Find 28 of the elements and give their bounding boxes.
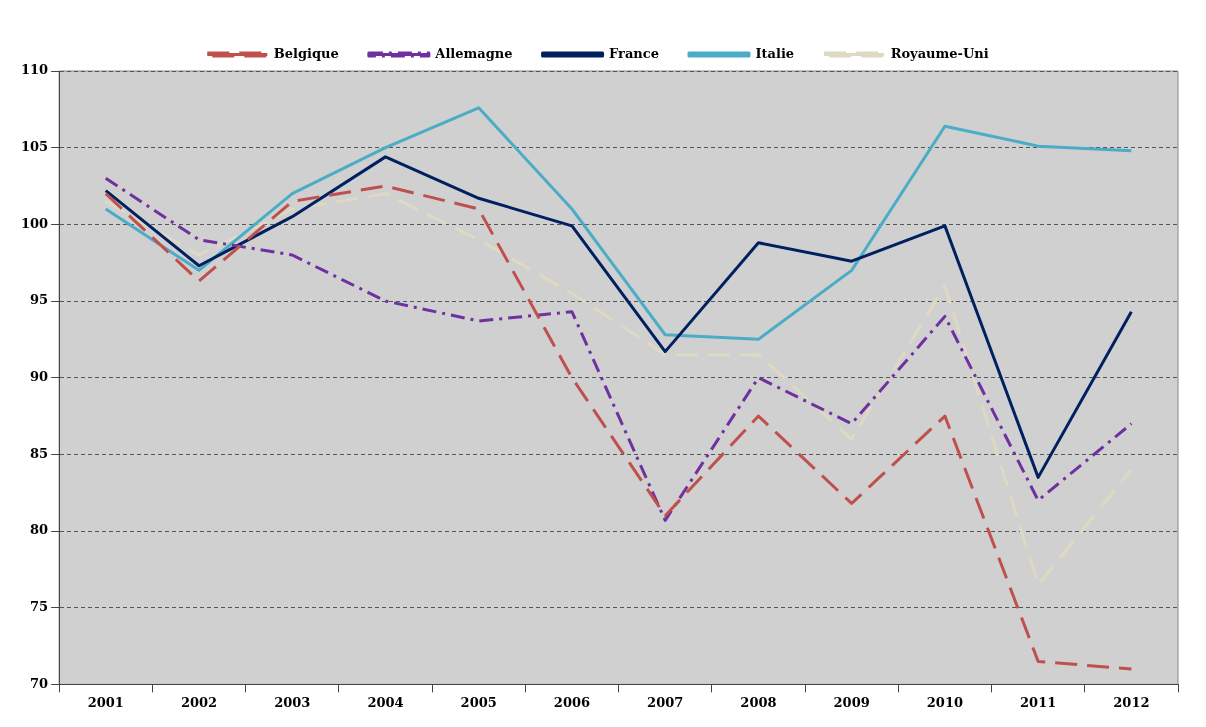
x-tick-label: 2010 xyxy=(926,694,963,710)
x-tick-label: 2012 xyxy=(1113,694,1150,710)
y-tick-label: 85 xyxy=(30,445,49,461)
x-tick-label: 2006 xyxy=(553,694,591,710)
legend-label: Royaume-Uni xyxy=(890,45,989,61)
x-tick-label: 2011 xyxy=(1020,694,1057,710)
x-tick-label: 2001 xyxy=(87,694,124,710)
x-tick-label: 2008 xyxy=(740,694,777,710)
y-tick-label: 90 xyxy=(30,369,49,385)
x-tick-label: 2002 xyxy=(180,694,218,710)
y-tick-label: 75 xyxy=(30,599,49,615)
line-series xyxy=(104,184,1133,671)
x-tick-label: 2003 xyxy=(274,694,311,710)
x-tick-label: 2004 xyxy=(367,694,404,710)
y-tick-label: 95 xyxy=(30,292,49,308)
line-series xyxy=(104,176,1133,522)
legend-label: Belgique xyxy=(273,45,339,61)
y-tick-label: 100 xyxy=(21,215,49,231)
x-tick-label: 2007 xyxy=(647,694,684,710)
legend-label: Allemagne xyxy=(434,45,513,61)
x-tick-label: 2009 xyxy=(833,694,870,710)
y-tick-label: 70 xyxy=(30,675,49,691)
y-tick-label: 105 xyxy=(21,139,49,155)
legend-label: France xyxy=(609,45,659,61)
legend-label: Italie xyxy=(755,45,795,61)
y-tick-label: 80 xyxy=(30,522,49,538)
x-tick-label: 2005 xyxy=(460,694,497,710)
y-tick-label: 110 xyxy=(21,62,49,78)
